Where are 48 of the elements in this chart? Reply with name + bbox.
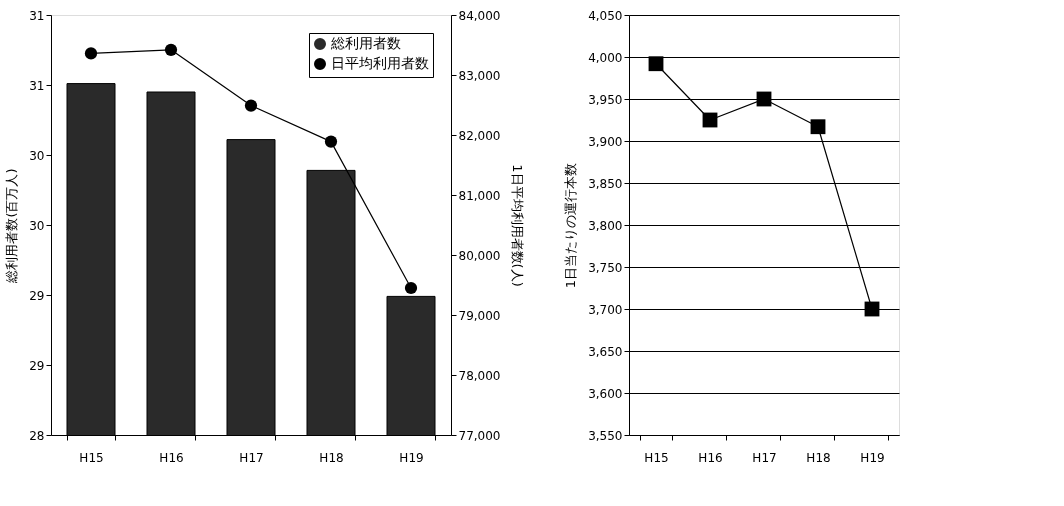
y2-tick-label: 77,000 (458, 428, 501, 443)
y-tick-label: 3,900 (588, 134, 623, 149)
y-tick-label: 3,950 (588, 92, 623, 107)
y2-axis-title: 1日平均利用者数(人) (510, 164, 526, 287)
y-tick-label: 28 (29, 428, 45, 443)
x-tick-label: H16 (159, 450, 184, 465)
y-tick-label: 31 (29, 78, 45, 93)
y-tick-label: 30 (29, 148, 45, 163)
y2-tick-label: 83,000 (458, 68, 501, 83)
x-tick-label: H15 (79, 450, 104, 465)
y2-tick-label: 80,000 (458, 248, 501, 263)
y2-tick-label: 81,000 (458, 188, 501, 203)
x-tick-label: H18 (806, 450, 831, 465)
y-tick-label: 29 (29, 288, 45, 303)
y-tick-label: 3,800 (588, 218, 623, 233)
point (244, 99, 258, 112)
point (324, 135, 338, 148)
point (84, 47, 98, 60)
y-tick-label: 3,850 (588, 176, 623, 191)
point (810, 119, 826, 135)
y-tick-label: 4,050 (588, 8, 623, 23)
y2-tick-label: 79,000 (458, 308, 501, 323)
point (404, 281, 418, 295)
x-tick-label: H19 (860, 450, 885, 465)
x-tick-label: H15 (644, 450, 669, 465)
x-tick-label: H17 (239, 450, 264, 465)
y-tick-label: 30 (29, 218, 45, 233)
point (164, 43, 178, 56)
y-tick-label: 29 (29, 358, 45, 373)
x-tick-label: H18 (319, 450, 344, 465)
y-axis-title: 1日当たりの運行本数 (563, 162, 579, 289)
y2-tick-label: 84,000 (458, 8, 501, 23)
y-tick-label: 3,700 (588, 302, 623, 317)
y-tick-label: 3,750 (588, 260, 623, 275)
legend-label: 総利用者数 (330, 35, 401, 51)
y2-tick-label: 78,000 (458, 368, 501, 383)
y-tick-label: 3,600 (588, 386, 623, 401)
y-tick-label: 3,650 (588, 344, 623, 359)
y2-tick-label: 82,000 (458, 128, 501, 143)
x-tick-label: H19 (399, 450, 424, 465)
y-tick-label: 3,550 (588, 428, 623, 443)
x-tick-label: H16 (698, 450, 723, 465)
point (648, 56, 664, 72)
legend-label: 日平均利用者数 (331, 55, 429, 71)
y-tick-label: 4,000 (588, 50, 623, 65)
y-axis-title: 総利用者数(百万人) (4, 168, 20, 284)
y-tick-label: 31 (29, 8, 45, 23)
x-tick-label: H17 (752, 450, 777, 465)
